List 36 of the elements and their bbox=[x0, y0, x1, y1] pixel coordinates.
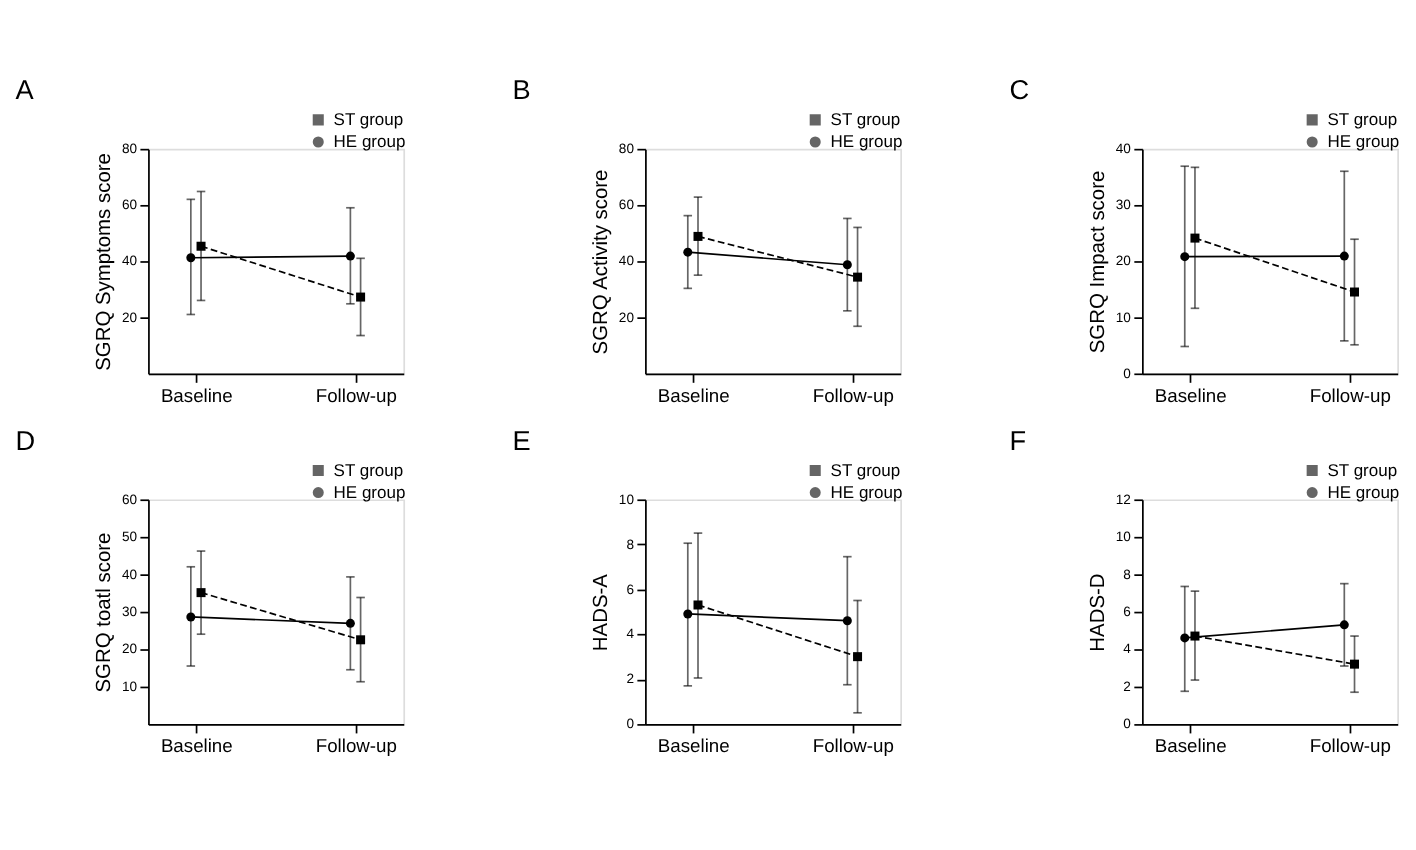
chart-title: F bbox=[1009, 426, 1027, 457]
legend-label: HE group bbox=[830, 131, 903, 152]
legend-label: ST group bbox=[1327, 108, 1398, 129]
x-tick-label: Follow-up bbox=[812, 385, 894, 406]
x-tick-label: Follow-up bbox=[1309, 736, 1391, 757]
legend-label: HE group bbox=[830, 481, 903, 502]
y-axis-title: HADS-A bbox=[590, 573, 613, 652]
legend-label: HE group bbox=[1327, 131, 1400, 152]
legend-label: ST group bbox=[1327, 459, 1398, 480]
legend-label: ST group bbox=[333, 108, 404, 129]
x-tick-label: Baseline bbox=[1154, 736, 1227, 757]
chart-title: A bbox=[15, 75, 36, 106]
x-tick-label: Baseline bbox=[657, 736, 730, 757]
legend-label: ST group bbox=[333, 459, 404, 480]
x-tick-label: Follow-up bbox=[315, 736, 397, 757]
x-tick-label: Baseline bbox=[1154, 385, 1227, 406]
chart-title: E bbox=[512, 426, 531, 457]
x-tick-label: Baseline bbox=[160, 385, 233, 406]
legend-label: HE group bbox=[333, 131, 406, 152]
x-tick-label: Baseline bbox=[657, 385, 730, 406]
x-tick-label: Follow-up bbox=[315, 385, 397, 406]
x-tick-label: Baseline bbox=[160, 736, 233, 757]
legend-label: HE group bbox=[333, 481, 406, 502]
y-axis-title: SGRQ Activity score bbox=[590, 168, 613, 355]
legend-label: ST group bbox=[830, 459, 901, 480]
x-tick-label: Follow-up bbox=[812, 736, 894, 757]
legend-label: HE group bbox=[1327, 481, 1400, 502]
y-axis-title: SGRQ Symptoms score bbox=[93, 152, 116, 371]
legend-label: ST group bbox=[830, 108, 901, 129]
y-axis-title: SGRQ Impact score bbox=[1087, 170, 1110, 354]
chart-title: D bbox=[15, 426, 36, 457]
chart-title: C bbox=[1009, 75, 1030, 106]
y-axis-title: HADS-D bbox=[1087, 573, 1110, 652]
chart-title: B bbox=[512, 75, 531, 106]
x-tick-label: Follow-up bbox=[1309, 385, 1391, 406]
y-axis-title: SGRQ toatl score bbox=[93, 531, 116, 693]
